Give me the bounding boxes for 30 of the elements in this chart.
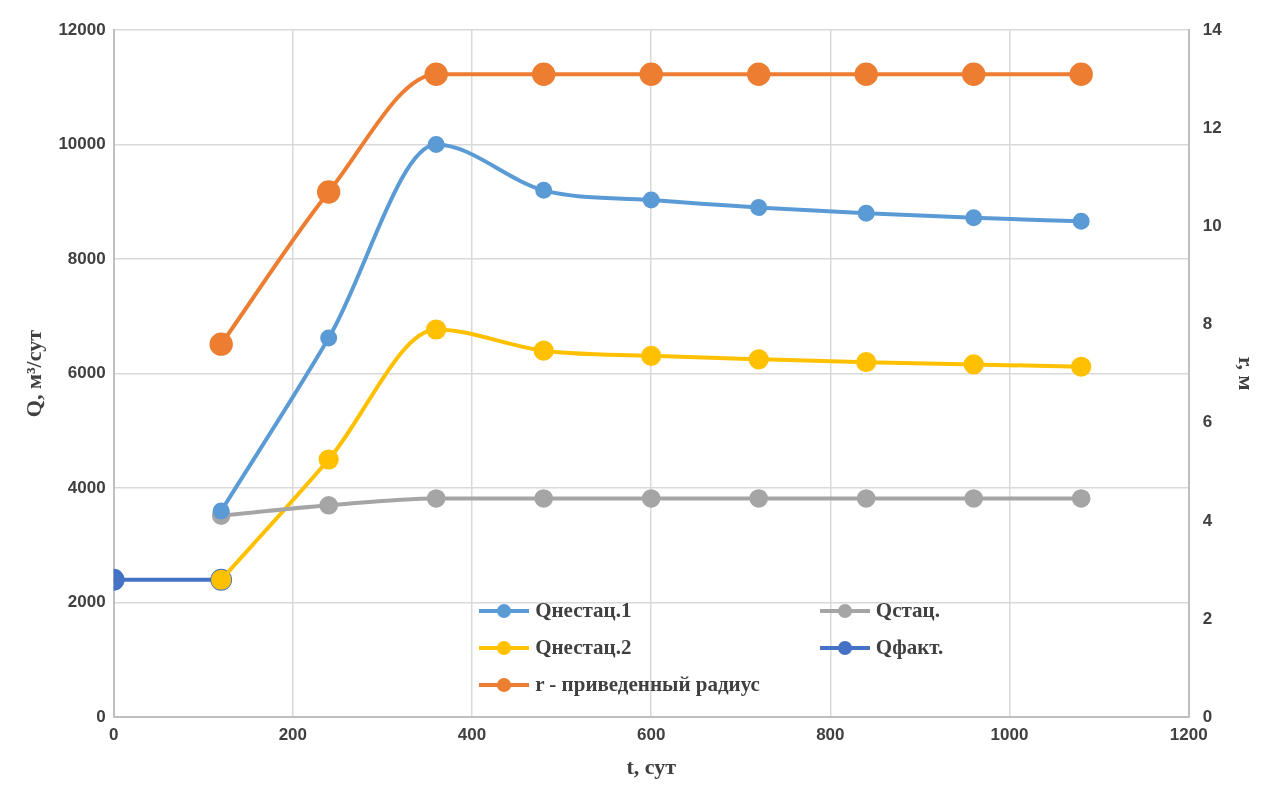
y2-tick-label: 14 (1202, 19, 1223, 39)
y2-tick-label: 2 (1202, 608, 1213, 628)
y2-tick-label: 8 (1202, 314, 1213, 334)
y-axis-title: Q, м³/сут (20, 329, 46, 418)
y-tick-label: 8000 (67, 248, 106, 268)
y-tick-label: 6000 (67, 363, 106, 383)
x-tick-label: 400 (457, 725, 487, 745)
legend-label: Qстац. (875, 598, 940, 624)
x-tick-label: 0 (108, 725, 119, 745)
x-tick-label: 200 (278, 725, 308, 745)
y-tick-label: 4000 (67, 477, 106, 497)
x-tick-label: 1200 (1169, 725, 1208, 745)
legend-label: Qфакт. (875, 635, 944, 661)
y-tick-label: 12000 (58, 19, 106, 39)
x-tick-label: 1000 (990, 725, 1029, 745)
y2-tick-label: 6 (1202, 412, 1213, 432)
y-tick-label: 10000 (58, 134, 106, 154)
y2-tick-label: 12 (1202, 117, 1222, 137)
y-tick-label: 0 (96, 706, 106, 726)
x-tick-label: 800 (816, 725, 845, 745)
y2-tick-label: 4 (1202, 510, 1213, 530)
x-axis-title: t, сут (626, 754, 677, 780)
x-tick-label: 600 (636, 725, 666, 745)
y-tick-label: 2000 (67, 592, 106, 612)
legend-label: Qнестац.2 (535, 635, 632, 661)
y2-tick-label: 0 (1202, 706, 1213, 726)
y2-tick-label: 10 (1202, 216, 1222, 236)
y2-axis-title: r, м (1234, 356, 1260, 391)
legend-label: Qнестац.1 (535, 598, 632, 624)
legend-label: r - приведенный радиус (535, 672, 760, 698)
